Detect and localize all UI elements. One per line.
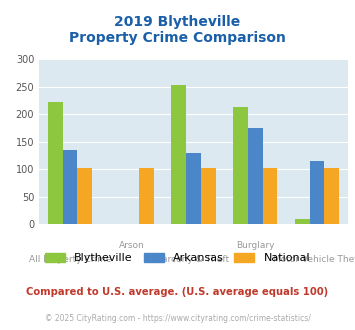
Bar bbox=[139, 168, 154, 224]
Text: Motor Vehicle Theft: Motor Vehicle Theft bbox=[273, 255, 355, 264]
Text: © 2025 CityRating.com - https://www.cityrating.com/crime-statistics/: © 2025 CityRating.com - https://www.city… bbox=[45, 314, 310, 323]
Bar bbox=[233, 107, 248, 224]
Text: Property Crime Comparison: Property Crime Comparison bbox=[69, 31, 286, 45]
Bar bbox=[48, 102, 62, 224]
Bar bbox=[77, 168, 92, 224]
Bar bbox=[186, 153, 201, 224]
Bar bbox=[248, 128, 263, 224]
Bar bbox=[310, 161, 324, 224]
Text: Arson: Arson bbox=[119, 241, 144, 250]
Bar bbox=[171, 85, 186, 224]
Bar bbox=[324, 168, 339, 224]
Text: Burglary: Burglary bbox=[236, 241, 274, 250]
Bar bbox=[263, 168, 278, 224]
Bar bbox=[201, 168, 216, 224]
Text: Larceny & Theft: Larceny & Theft bbox=[157, 255, 230, 264]
Text: All Property Crime: All Property Crime bbox=[29, 255, 111, 264]
Text: 2019 Blytheville: 2019 Blytheville bbox=[114, 15, 241, 29]
Legend: Blytheville, Arkansas, National: Blytheville, Arkansas, National bbox=[40, 248, 315, 268]
Bar bbox=[295, 219, 310, 224]
Bar bbox=[62, 150, 77, 224]
Text: Compared to U.S. average. (U.S. average equals 100): Compared to U.S. average. (U.S. average … bbox=[26, 287, 329, 297]
